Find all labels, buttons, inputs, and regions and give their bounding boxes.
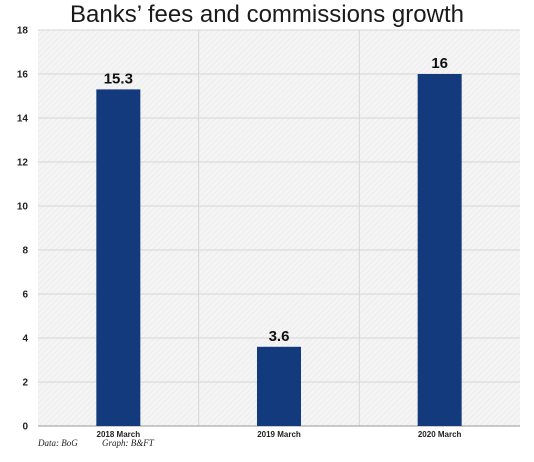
- y-tick-label: 14: [17, 114, 29, 125]
- graph-source-note: Graph: B&FT: [102, 438, 154, 448]
- x-tick-label: 2018 March: [97, 430, 141, 439]
- y-tick-label: 8: [22, 246, 28, 257]
- bar-value-label: 15.3: [104, 70, 133, 87]
- y-tick-label: 0: [22, 422, 28, 433]
- y-tick-label: 2: [22, 378, 28, 389]
- y-tick-label: 10: [17, 202, 29, 213]
- y-tick-label: 16: [17, 70, 29, 81]
- bar: [96, 89, 141, 427]
- bar-value-label: 16: [431, 55, 448, 72]
- y-tick-label: 12: [17, 158, 29, 169]
- bar-value-label: 3.6: [269, 328, 290, 345]
- x-tick-label: 2020 March: [418, 430, 462, 439]
- x-tick-label: 2019 March: [257, 430, 301, 439]
- y-tick-label: 18: [17, 26, 29, 37]
- data-source-note: Data: BoG: [38, 438, 78, 448]
- bar: [257, 346, 301, 426]
- y-tick-label: 4: [22, 334, 28, 345]
- bar: [417, 74, 462, 426]
- y-tick-label: 6: [22, 290, 28, 301]
- chart-title: Banks’ fees and commissions growth: [70, 1, 464, 28]
